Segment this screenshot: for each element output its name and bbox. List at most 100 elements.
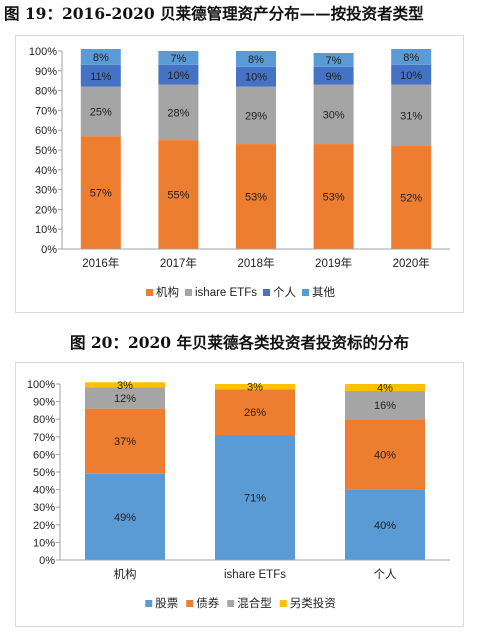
y-tick-label: 0% [41,244,57,256]
bar-segment [215,384,295,390]
bar-segment [391,64,432,85]
chart-panel-asset-class: 0% 10% 20% 30% 40% 50% 60% 70% 80% 90% 100% 49% 37% 1… [15,362,464,627]
bar-segment [345,419,425,490]
data-label: 9% [326,71,342,83]
legend-label: 个人 [273,286,296,299]
data-label: 28% [167,107,189,119]
y-tick-label: 90% [35,66,57,78]
legend-swatch [145,600,153,607]
data-label: 29% [245,110,267,122]
bar-segment [313,66,354,85]
data-label: 8% [403,52,419,64]
legend-swatch [263,289,270,296]
data-label: 55% [167,190,189,202]
data-label: 52% [400,193,422,205]
y-tick-label: 80% [33,414,55,426]
legend-label: 债券 [196,596,219,610]
data-label: 4% [377,383,393,395]
data-label: 31% [400,110,422,122]
legend-swatch [279,600,287,607]
data-label: 3% [247,382,263,394]
data-label: 49% [114,512,136,524]
y-tick-label: 100% [29,46,57,58]
stacked-bar-chart-asset-by-investor: 0% 10% 20% 30% 40% 50% 60% 70% 80% 90% 100% 49% 37% 1… [27,379,450,610]
bar-segment [313,52,354,67]
data-label: 10% [167,70,189,82]
stacked-bar-chart-aum-by-investor: 0% 10% 20% 30% 40% 50% 60% 70% 80% 90% 100% 57% 25% 1… [29,46,450,299]
bar-segment [391,84,432,147]
legend-label: ishare ETFs [195,287,257,299]
y-tick-label: 20% [33,520,55,532]
data-label: 26% [244,407,266,419]
bar-segment [85,387,165,409]
bar-segment [345,384,425,392]
y-tick-label: 60% [33,449,55,461]
y-tick-label: 40% [35,165,57,177]
data-label: 12% [114,393,136,405]
bar-segment [236,144,276,249]
bar-segment [80,86,121,137]
y-tick-label: 10% [33,537,55,549]
bar-segment [158,140,199,249]
bar-segment [158,64,199,85]
bar-segment [391,146,432,249]
bar-segment [158,84,199,141]
legend-label: 另类投资 [290,596,336,610]
x-tick-label: 2019年 [315,256,352,270]
y-tick-label: 20% [35,204,57,216]
y-tick-label: 30% [35,185,57,197]
legend-swatch [186,600,194,607]
data-label: 40% [374,520,396,532]
y-tick-label: 10% [35,224,57,236]
bar-segment [85,382,165,388]
legend-swatch [185,289,192,296]
y-tick-label: 80% [35,86,57,98]
bar-segment [80,136,121,249]
bar-segment [158,51,199,65]
x-tick-label: 机构 [114,567,137,581]
data-label: 10% [400,70,422,82]
data-label: 8% [248,54,264,66]
y-tick-label: 70% [35,105,57,117]
legend: 股票 债券 混合型 另类投资 [145,596,336,610]
data-label: 7% [326,55,342,67]
figure-20-title: 图 20：2020 年贝莱德各类投资者投资标的分布 [69,333,409,352]
data-label: 40% [374,449,396,461]
legend-label: 机构 [156,285,179,299]
y-tick-label: 90% [33,397,55,409]
legend-label: 其他 [312,286,335,299]
data-label: 53% [323,192,345,204]
bar-segment [345,391,425,420]
legend: 机构 ishare ETFs 个人 其他 [146,285,335,299]
data-label: 11% [90,71,111,83]
x-tick-label: 个人 [374,568,397,581]
y-tick-label: 40% [33,485,55,497]
bar-segment [85,408,165,474]
y-tick-label: 50% [33,467,55,479]
legend-swatch [146,289,153,296]
x-tick-label: 2018年 [237,256,274,270]
y-tick-label: 50% [35,145,57,157]
data-label: 16% [374,400,396,412]
data-label: 3% [117,380,133,392]
x-tick-label: 2017年 [160,256,197,270]
y-tick-label: 100% [27,379,55,391]
data-label: 8% [93,52,109,64]
y-tick-label: 0% [39,555,55,567]
bar-segment [391,49,432,65]
bar-segment [85,473,165,560]
chart-panel-investor-type: 0% 10% 20% 30% 40% 50% 60% 70% 80% 90% 100% 57% 25% 1… [15,35,464,313]
bar-segment [313,144,354,249]
data-label: 25% [90,106,112,118]
bar-segment [236,51,276,67]
bar-segment [80,49,121,65]
x-tick-label: ishare ETFs [224,569,286,581]
bar-segment [80,64,121,87]
data-label: 53% [245,192,267,204]
y-tick-label: 30% [33,502,55,514]
data-label: 7% [170,53,186,65]
data-label: 10% [245,72,267,84]
x-tick-label: 2020年 [393,256,430,270]
data-label: 37% [114,436,136,448]
bar-segment [345,489,425,560]
